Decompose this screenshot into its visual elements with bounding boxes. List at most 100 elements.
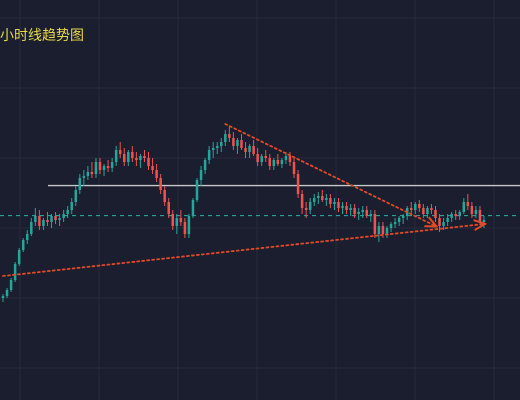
candle-body-up xyxy=(66,210,69,214)
candle-body-down xyxy=(131,152,134,158)
candle-body-up xyxy=(203,160,207,170)
candle-body-up xyxy=(482,220,486,222)
candle-body-down xyxy=(135,158,138,160)
candle-body-up xyxy=(195,180,199,200)
candle-body-up xyxy=(82,176,86,178)
candle-body-up xyxy=(17,250,21,264)
candle-body-up xyxy=(62,214,65,218)
candle-body-down xyxy=(434,210,437,218)
candle-body-up xyxy=(207,150,211,160)
candle-body-up xyxy=(474,210,478,214)
candle-body-down xyxy=(151,166,154,170)
candle-body-down xyxy=(337,202,340,208)
candle-body-up xyxy=(175,218,179,226)
candle-body-down xyxy=(143,156,146,158)
candle-body-down xyxy=(106,166,110,168)
candle-body-up xyxy=(260,156,263,162)
candle-body-down xyxy=(353,208,356,214)
chart-title: 小时线趋势图 xyxy=(0,28,84,44)
candle-body-down xyxy=(244,148,247,152)
candle-body-up xyxy=(191,200,195,216)
candle-body-up xyxy=(30,222,33,234)
falling-resistance-trendline xyxy=(224,123,435,226)
candle-body-up xyxy=(272,160,276,166)
candle-body-down xyxy=(329,198,332,204)
candle-body-up xyxy=(94,162,98,174)
candle-body-up xyxy=(397,218,401,222)
candle-body-down xyxy=(466,202,470,206)
candle-body-down xyxy=(454,214,457,216)
candle-body-up xyxy=(377,226,381,234)
rising-support-trendline xyxy=(2,224,484,277)
candle-body-up xyxy=(78,178,82,190)
candle-body-up xyxy=(42,220,45,226)
candle-body-down xyxy=(409,208,413,210)
candle-body-up xyxy=(385,228,389,234)
candle-body-down xyxy=(232,138,235,146)
candle-body-down xyxy=(256,154,259,162)
candle-body-up xyxy=(102,166,106,170)
candle-body-down xyxy=(373,214,377,234)
candle-body-down xyxy=(381,226,385,234)
candle-body-down xyxy=(163,190,166,202)
candle-body-up xyxy=(21,240,25,250)
candle-body-down xyxy=(365,210,369,216)
candle-body-up xyxy=(369,214,373,216)
candle-body-down xyxy=(321,196,324,200)
candle-body-up xyxy=(458,212,462,216)
candle-body-down xyxy=(264,156,267,158)
candle-body-down xyxy=(147,158,150,166)
candle-body-up xyxy=(224,134,227,142)
candle-body-up xyxy=(393,222,397,224)
candle-body-down xyxy=(171,214,175,226)
candle-body-up xyxy=(450,214,453,218)
candle-body-up xyxy=(426,208,429,214)
candle-body-down xyxy=(183,222,187,234)
candle-body-down xyxy=(470,206,474,214)
candle-body-up xyxy=(401,216,405,218)
candle-body-down xyxy=(438,218,441,226)
candle-body-down xyxy=(296,174,300,194)
candle-body-up xyxy=(284,156,288,160)
candle-body-down xyxy=(288,156,292,162)
candle-body-up xyxy=(1,296,5,298)
candle-body-up xyxy=(50,216,53,222)
candle-body-up xyxy=(333,202,336,204)
candle-body-up xyxy=(236,140,239,146)
candle-body-up xyxy=(308,202,312,210)
candle-body-up xyxy=(215,146,219,148)
candle-body-down xyxy=(276,160,280,164)
candle-body-up xyxy=(312,198,316,202)
candle-body-down xyxy=(252,146,255,154)
candle-body-up xyxy=(361,210,364,212)
candle-body-up xyxy=(442,222,445,226)
candle-body-up xyxy=(414,204,417,210)
candle-body-up xyxy=(211,148,215,150)
candle-body-up xyxy=(357,212,360,214)
candle-body-down xyxy=(54,216,57,220)
candle-body-down xyxy=(159,178,162,190)
candle-body-down xyxy=(418,204,421,208)
candle-body-down xyxy=(38,216,41,226)
candle-body-up xyxy=(34,216,37,222)
candle-body-up xyxy=(389,224,393,228)
candle-body-up xyxy=(325,198,328,200)
candle-body-up xyxy=(349,208,352,210)
candle-body-down xyxy=(167,202,170,214)
candle-body-up xyxy=(248,146,251,152)
candle-body-down xyxy=(345,206,348,210)
candle-body-down xyxy=(46,220,49,222)
candle-body-up xyxy=(74,190,78,202)
candle-body-up xyxy=(187,216,191,234)
candle-body-up xyxy=(13,264,17,280)
candle-body-down xyxy=(90,172,94,174)
candle-body-down xyxy=(98,162,102,170)
candle-body-up xyxy=(127,152,130,162)
candle-body-down xyxy=(228,134,231,138)
candle-body-up xyxy=(58,218,61,220)
candle-body-up xyxy=(70,202,73,210)
candle-body-up xyxy=(110,162,114,168)
candle-body-up xyxy=(280,160,284,164)
